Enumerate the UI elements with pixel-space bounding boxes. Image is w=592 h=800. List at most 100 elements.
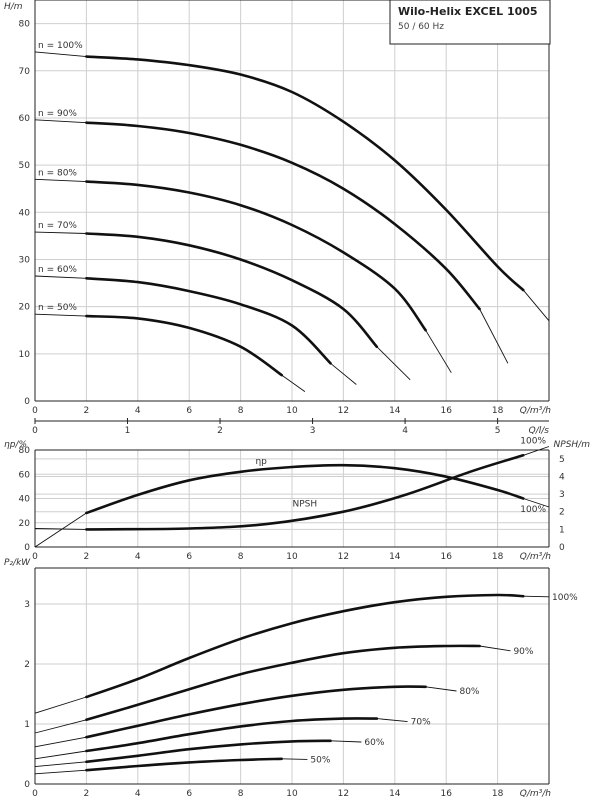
x-tick-label: 16 xyxy=(440,789,452,799)
x-tick-label: 18 xyxy=(492,789,504,799)
x-tick-label: 4 xyxy=(135,789,141,799)
series-label: 70% xyxy=(411,718,431,728)
series-line xyxy=(85,454,525,531)
y-axis-label: H/m xyxy=(4,2,23,12)
y-tick-label: 80 xyxy=(19,20,31,30)
series-label: n = 50% xyxy=(38,303,77,313)
series-line xyxy=(85,121,481,311)
x-tick-label: 2 xyxy=(84,789,90,799)
chart-subtitle: 50 / 60 Hz xyxy=(398,22,444,32)
x-tick-label: 0 xyxy=(32,789,38,799)
x-tick-label: 0 xyxy=(32,552,38,562)
x-tick-label: 14 xyxy=(389,552,401,562)
x-axis-label: Q/m³/h xyxy=(520,552,552,562)
chart-title: Wilo-Helix EXCEL 1005 xyxy=(398,5,538,18)
series-label: n = 90% xyxy=(38,109,77,119)
series-tail-line xyxy=(479,645,511,652)
x-tick-label: 2 xyxy=(84,552,90,562)
y-tick-label: 60 xyxy=(19,470,31,480)
series-extension-line xyxy=(34,178,87,183)
series-label: NPSH xyxy=(293,500,318,510)
y-tick-label: 50 xyxy=(19,161,31,171)
y-tick-label: 0 xyxy=(24,780,30,790)
series-tail-line xyxy=(376,718,408,723)
x-axis-label: Q/m³/h xyxy=(520,406,552,416)
series-end-label: 100% xyxy=(520,436,546,446)
y-tick-label: 0 xyxy=(24,543,30,553)
series-tail-line xyxy=(376,346,411,381)
x-tick-label: 4 xyxy=(135,406,141,416)
series-extension-line xyxy=(34,761,87,768)
y2-tick-label: 3 xyxy=(559,490,565,500)
series-extension-line xyxy=(34,313,87,317)
x-tick-label: 12 xyxy=(338,406,349,416)
series-label: n = 80% xyxy=(38,168,77,178)
x-tick-label: 14 xyxy=(389,406,401,416)
x-tick-label: 18 xyxy=(492,552,504,562)
series-tail-line xyxy=(425,686,457,692)
secondary-x-tick-label: 0 xyxy=(32,426,38,436)
series-tail-line xyxy=(523,498,550,508)
y2-tick-label: 4 xyxy=(559,472,565,482)
series-tail-line xyxy=(281,374,306,392)
series-extension-line xyxy=(34,769,87,775)
series-line xyxy=(85,314,283,377)
x-tick-label: 4 xyxy=(135,552,141,562)
y-tick-label: 40 xyxy=(19,208,31,218)
series-line xyxy=(85,232,379,348)
series-tail-line xyxy=(522,289,550,322)
y-tick-label: 60 xyxy=(19,114,31,124)
series-line xyxy=(85,180,427,332)
series-line xyxy=(85,717,379,753)
series-line xyxy=(85,685,427,739)
title-box: Wilo-Helix EXCEL 1005 50 / 60 Hz xyxy=(389,0,551,45)
series-tail-line xyxy=(479,308,509,364)
series-tail-line xyxy=(523,446,550,456)
y-tick-label: 1 xyxy=(24,720,30,730)
x-tick-label: 16 xyxy=(440,406,452,416)
y-tick-label: 20 xyxy=(19,303,31,313)
series-label: n = 70% xyxy=(38,221,77,231)
series-line xyxy=(85,463,525,515)
y2-axis-label: NPSH/m xyxy=(554,440,591,450)
series-tail-line xyxy=(330,740,362,743)
x-tick-label: 0 xyxy=(32,406,38,416)
x-tick-label: 2 xyxy=(84,406,90,416)
x-tick-label: 10 xyxy=(286,789,298,799)
x-tick-label: 6 xyxy=(186,552,192,562)
y-tick-label: 3 xyxy=(24,600,30,610)
series-end-label: 100% xyxy=(520,505,546,515)
series-label: n = 100% xyxy=(38,41,83,51)
series-extension-line xyxy=(34,275,87,279)
y-axis-label: ηp/% xyxy=(4,440,27,450)
series-tail-line xyxy=(281,758,308,760)
y-axis-label: P₂/kW xyxy=(4,558,31,568)
series-line xyxy=(85,55,525,292)
series-label: 60% xyxy=(364,738,384,748)
series-extension-line xyxy=(34,231,87,234)
secondary-x-tick-label: 3 xyxy=(310,426,316,436)
series-tail-line xyxy=(523,595,550,598)
x-tick-label: 8 xyxy=(238,406,244,416)
x-axis-label: Q/m³/h xyxy=(520,789,552,799)
x-tick-label: 14 xyxy=(389,789,401,799)
secondary-x-tick-label: 4 xyxy=(402,426,408,436)
y-tick-label: 20 xyxy=(19,519,31,529)
y-tick-label: 10 xyxy=(19,350,31,360)
series-extension-line xyxy=(34,512,87,548)
series-line xyxy=(85,739,332,764)
x-tick-label: 8 xyxy=(238,552,244,562)
x-tick-label: 6 xyxy=(186,406,192,416)
series-line xyxy=(85,277,332,365)
secondary-x-axis-label: Q/l/s xyxy=(529,426,550,436)
x-tick-label: 12 xyxy=(338,552,349,562)
series-label: ηp xyxy=(255,457,267,467)
y-tick-label: 0 xyxy=(24,397,30,407)
series-tail-line xyxy=(330,362,357,385)
secondary-x-tick-label: 5 xyxy=(495,426,501,436)
y-tick-label: 40 xyxy=(19,495,31,505)
x-tick-label: 6 xyxy=(186,789,192,799)
y2-tick-label: 5 xyxy=(559,455,565,465)
series-extension-line xyxy=(34,528,87,530)
